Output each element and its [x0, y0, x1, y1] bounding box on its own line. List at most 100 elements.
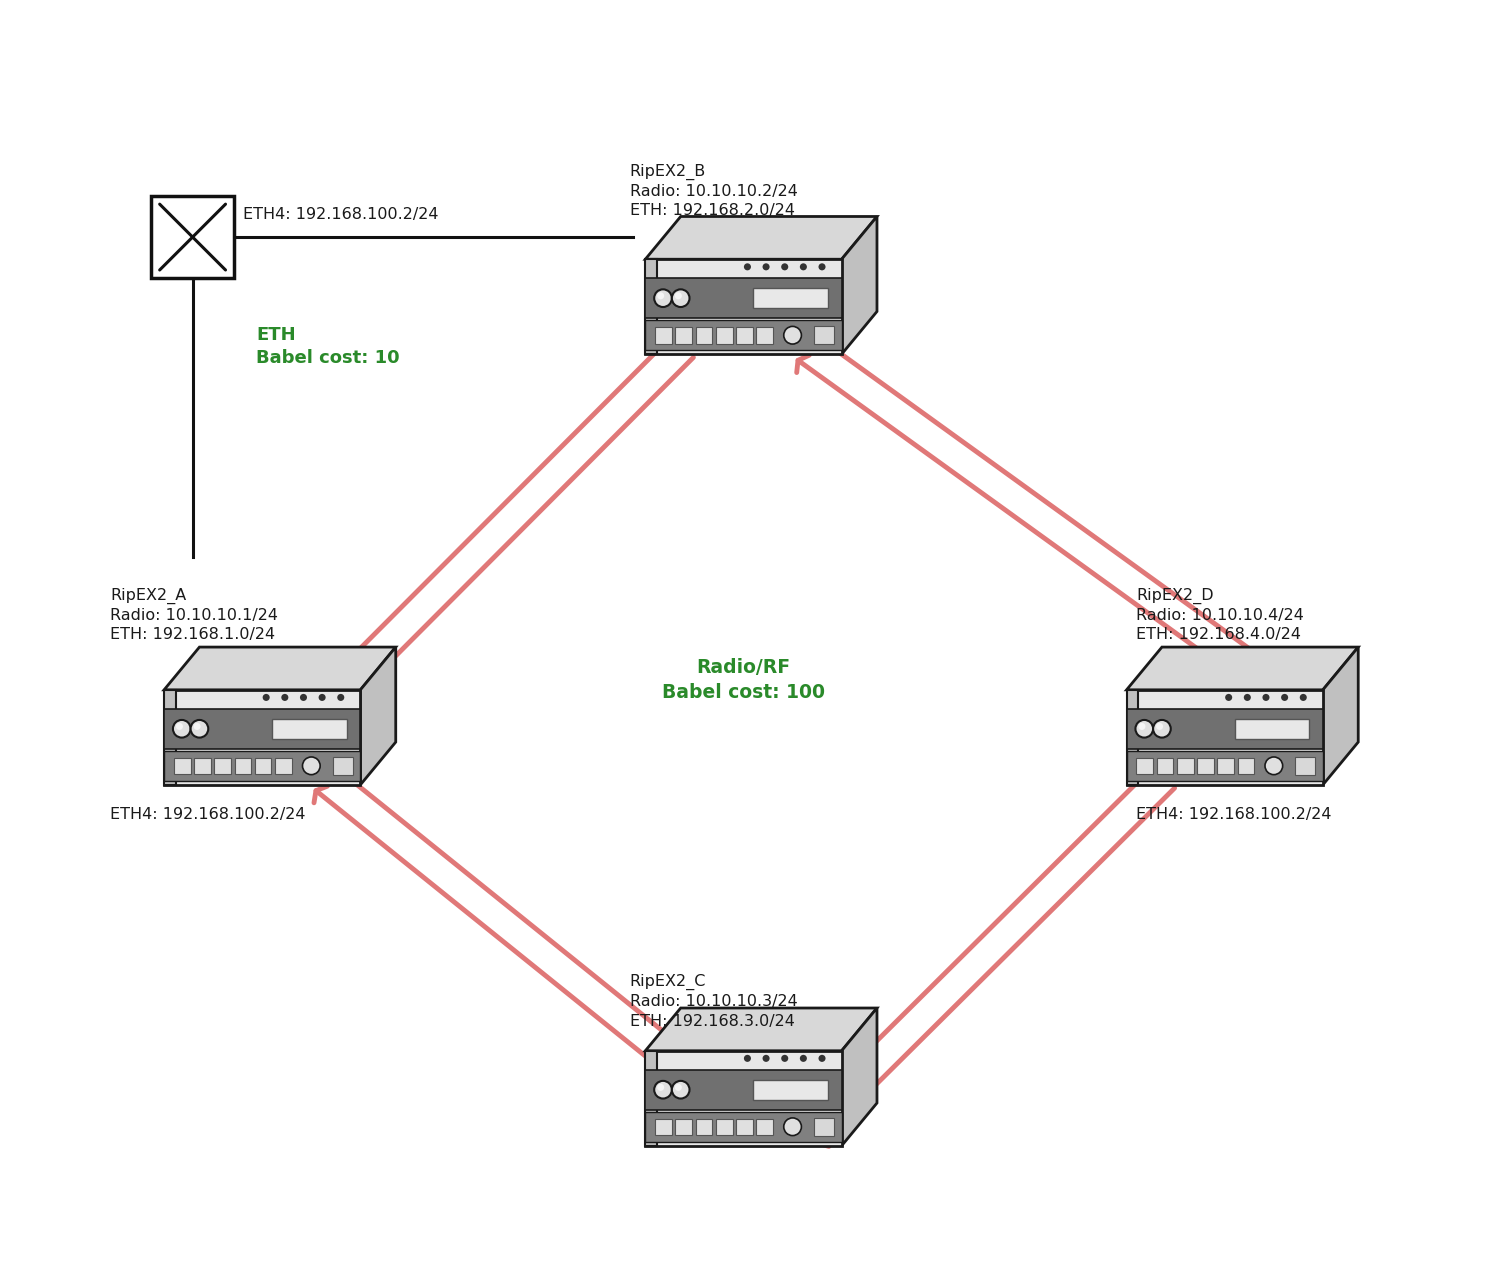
Text: Radio/RF
Babel cost: 100: Radio/RF Babel cost: 100: [662, 659, 825, 702]
Circle shape: [1243, 695, 1251, 701]
Bar: [1197, 758, 1213, 775]
Bar: [275, 758, 291, 775]
Circle shape: [744, 263, 751, 271]
Text: RipEX2_D
Radio: 10.10.10.4/24
ETH: 192.168.4.0/24: RipEX2_D Radio: 10.10.10.4/24 ETH: 192.1…: [1136, 588, 1304, 642]
Circle shape: [657, 1084, 665, 1091]
Bar: [736, 1118, 752, 1135]
Bar: [696, 1118, 712, 1135]
Bar: [1176, 758, 1194, 775]
Bar: [1136, 758, 1152, 775]
Circle shape: [338, 695, 345, 701]
Bar: [715, 1118, 733, 1135]
Circle shape: [675, 293, 683, 299]
Polygon shape: [164, 689, 175, 785]
Text: ETH4: 192.168.100.2/24: ETH4: 192.168.100.2/24: [1136, 806, 1331, 822]
Polygon shape: [1127, 709, 1323, 749]
Polygon shape: [645, 1051, 657, 1146]
Circle shape: [654, 1081, 672, 1099]
Polygon shape: [645, 259, 657, 354]
Polygon shape: [645, 1112, 842, 1142]
Circle shape: [1262, 695, 1270, 701]
Text: ETH4: 192.168.100.2/24: ETH4: 192.168.100.2/24: [244, 207, 439, 221]
Circle shape: [744, 1054, 751, 1062]
Bar: [656, 1118, 672, 1135]
Bar: [736, 327, 752, 343]
Circle shape: [672, 1081, 690, 1099]
Circle shape: [193, 722, 201, 730]
Circle shape: [300, 695, 306, 701]
Bar: [757, 1118, 773, 1135]
Polygon shape: [645, 1007, 877, 1051]
Circle shape: [781, 263, 788, 271]
Circle shape: [781, 1054, 788, 1062]
Circle shape: [263, 695, 269, 701]
Circle shape: [318, 695, 326, 701]
Bar: [715, 327, 733, 343]
Bar: [195, 758, 211, 775]
Circle shape: [1300, 695, 1307, 701]
Circle shape: [654, 289, 672, 307]
Circle shape: [675, 1084, 683, 1091]
Text: RipEX2_B
Radio: 10.10.10.2/24
ETH: 192.168.2.0/24: RipEX2_B Radio: 10.10.10.2/24 ETH: 192.1…: [629, 164, 797, 218]
Polygon shape: [1127, 647, 1358, 689]
Circle shape: [800, 263, 807, 271]
Bar: [174, 758, 190, 775]
Polygon shape: [645, 279, 842, 318]
Bar: [1295, 757, 1315, 775]
Bar: [757, 327, 773, 343]
Bar: [152, 196, 233, 279]
Polygon shape: [360, 647, 396, 785]
Text: ETH
Babel cost: 10: ETH Babel cost: 10: [256, 326, 400, 368]
Polygon shape: [842, 216, 877, 354]
Circle shape: [657, 293, 665, 299]
Circle shape: [1282, 695, 1288, 701]
Polygon shape: [645, 1051, 842, 1146]
Polygon shape: [645, 216, 877, 259]
Circle shape: [302, 757, 320, 775]
Circle shape: [1139, 722, 1145, 730]
Circle shape: [1152, 720, 1170, 738]
Bar: [272, 719, 346, 739]
Bar: [754, 1080, 828, 1100]
Circle shape: [784, 327, 801, 343]
Polygon shape: [645, 259, 842, 354]
Bar: [675, 1118, 691, 1135]
Circle shape: [281, 695, 288, 701]
Polygon shape: [842, 1007, 877, 1146]
Bar: [675, 327, 691, 343]
Polygon shape: [164, 689, 360, 785]
Circle shape: [1136, 720, 1152, 738]
Circle shape: [1225, 695, 1233, 701]
Circle shape: [190, 720, 208, 738]
Circle shape: [1265, 757, 1283, 775]
Polygon shape: [1127, 689, 1139, 785]
Text: RipEX2_A
Radio: 10.10.10.1/24
ETH: 192.168.1.0/24: RipEX2_A Radio: 10.10.10.1/24 ETH: 192.1…: [110, 588, 278, 642]
Circle shape: [784, 1118, 801, 1136]
Text: ETH4: 192.168.100.2/24: ETH4: 192.168.100.2/24: [110, 806, 306, 822]
Bar: [235, 758, 251, 775]
Polygon shape: [645, 1070, 842, 1109]
Bar: [333, 757, 352, 775]
Circle shape: [175, 722, 183, 730]
Circle shape: [818, 263, 825, 271]
Bar: [754, 289, 828, 308]
Circle shape: [172, 720, 190, 738]
Bar: [1218, 758, 1234, 775]
Bar: [1234, 719, 1309, 739]
Circle shape: [1155, 722, 1163, 730]
Text: RipEX2_C
Radio: 10.10.10.3/24
ETH: 192.168.3.0/24: RipEX2_C Radio: 10.10.10.3/24 ETH: 192.1…: [629, 974, 797, 1029]
Circle shape: [672, 289, 690, 307]
Polygon shape: [1127, 689, 1323, 785]
Bar: [815, 1118, 834, 1136]
Polygon shape: [1127, 750, 1323, 781]
Circle shape: [800, 1054, 807, 1062]
Bar: [254, 758, 272, 775]
Circle shape: [763, 263, 770, 271]
Polygon shape: [164, 709, 360, 749]
Polygon shape: [645, 321, 842, 350]
Polygon shape: [164, 647, 396, 689]
Circle shape: [818, 1054, 825, 1062]
Bar: [656, 327, 672, 343]
Bar: [214, 758, 230, 775]
Circle shape: [763, 1054, 770, 1062]
